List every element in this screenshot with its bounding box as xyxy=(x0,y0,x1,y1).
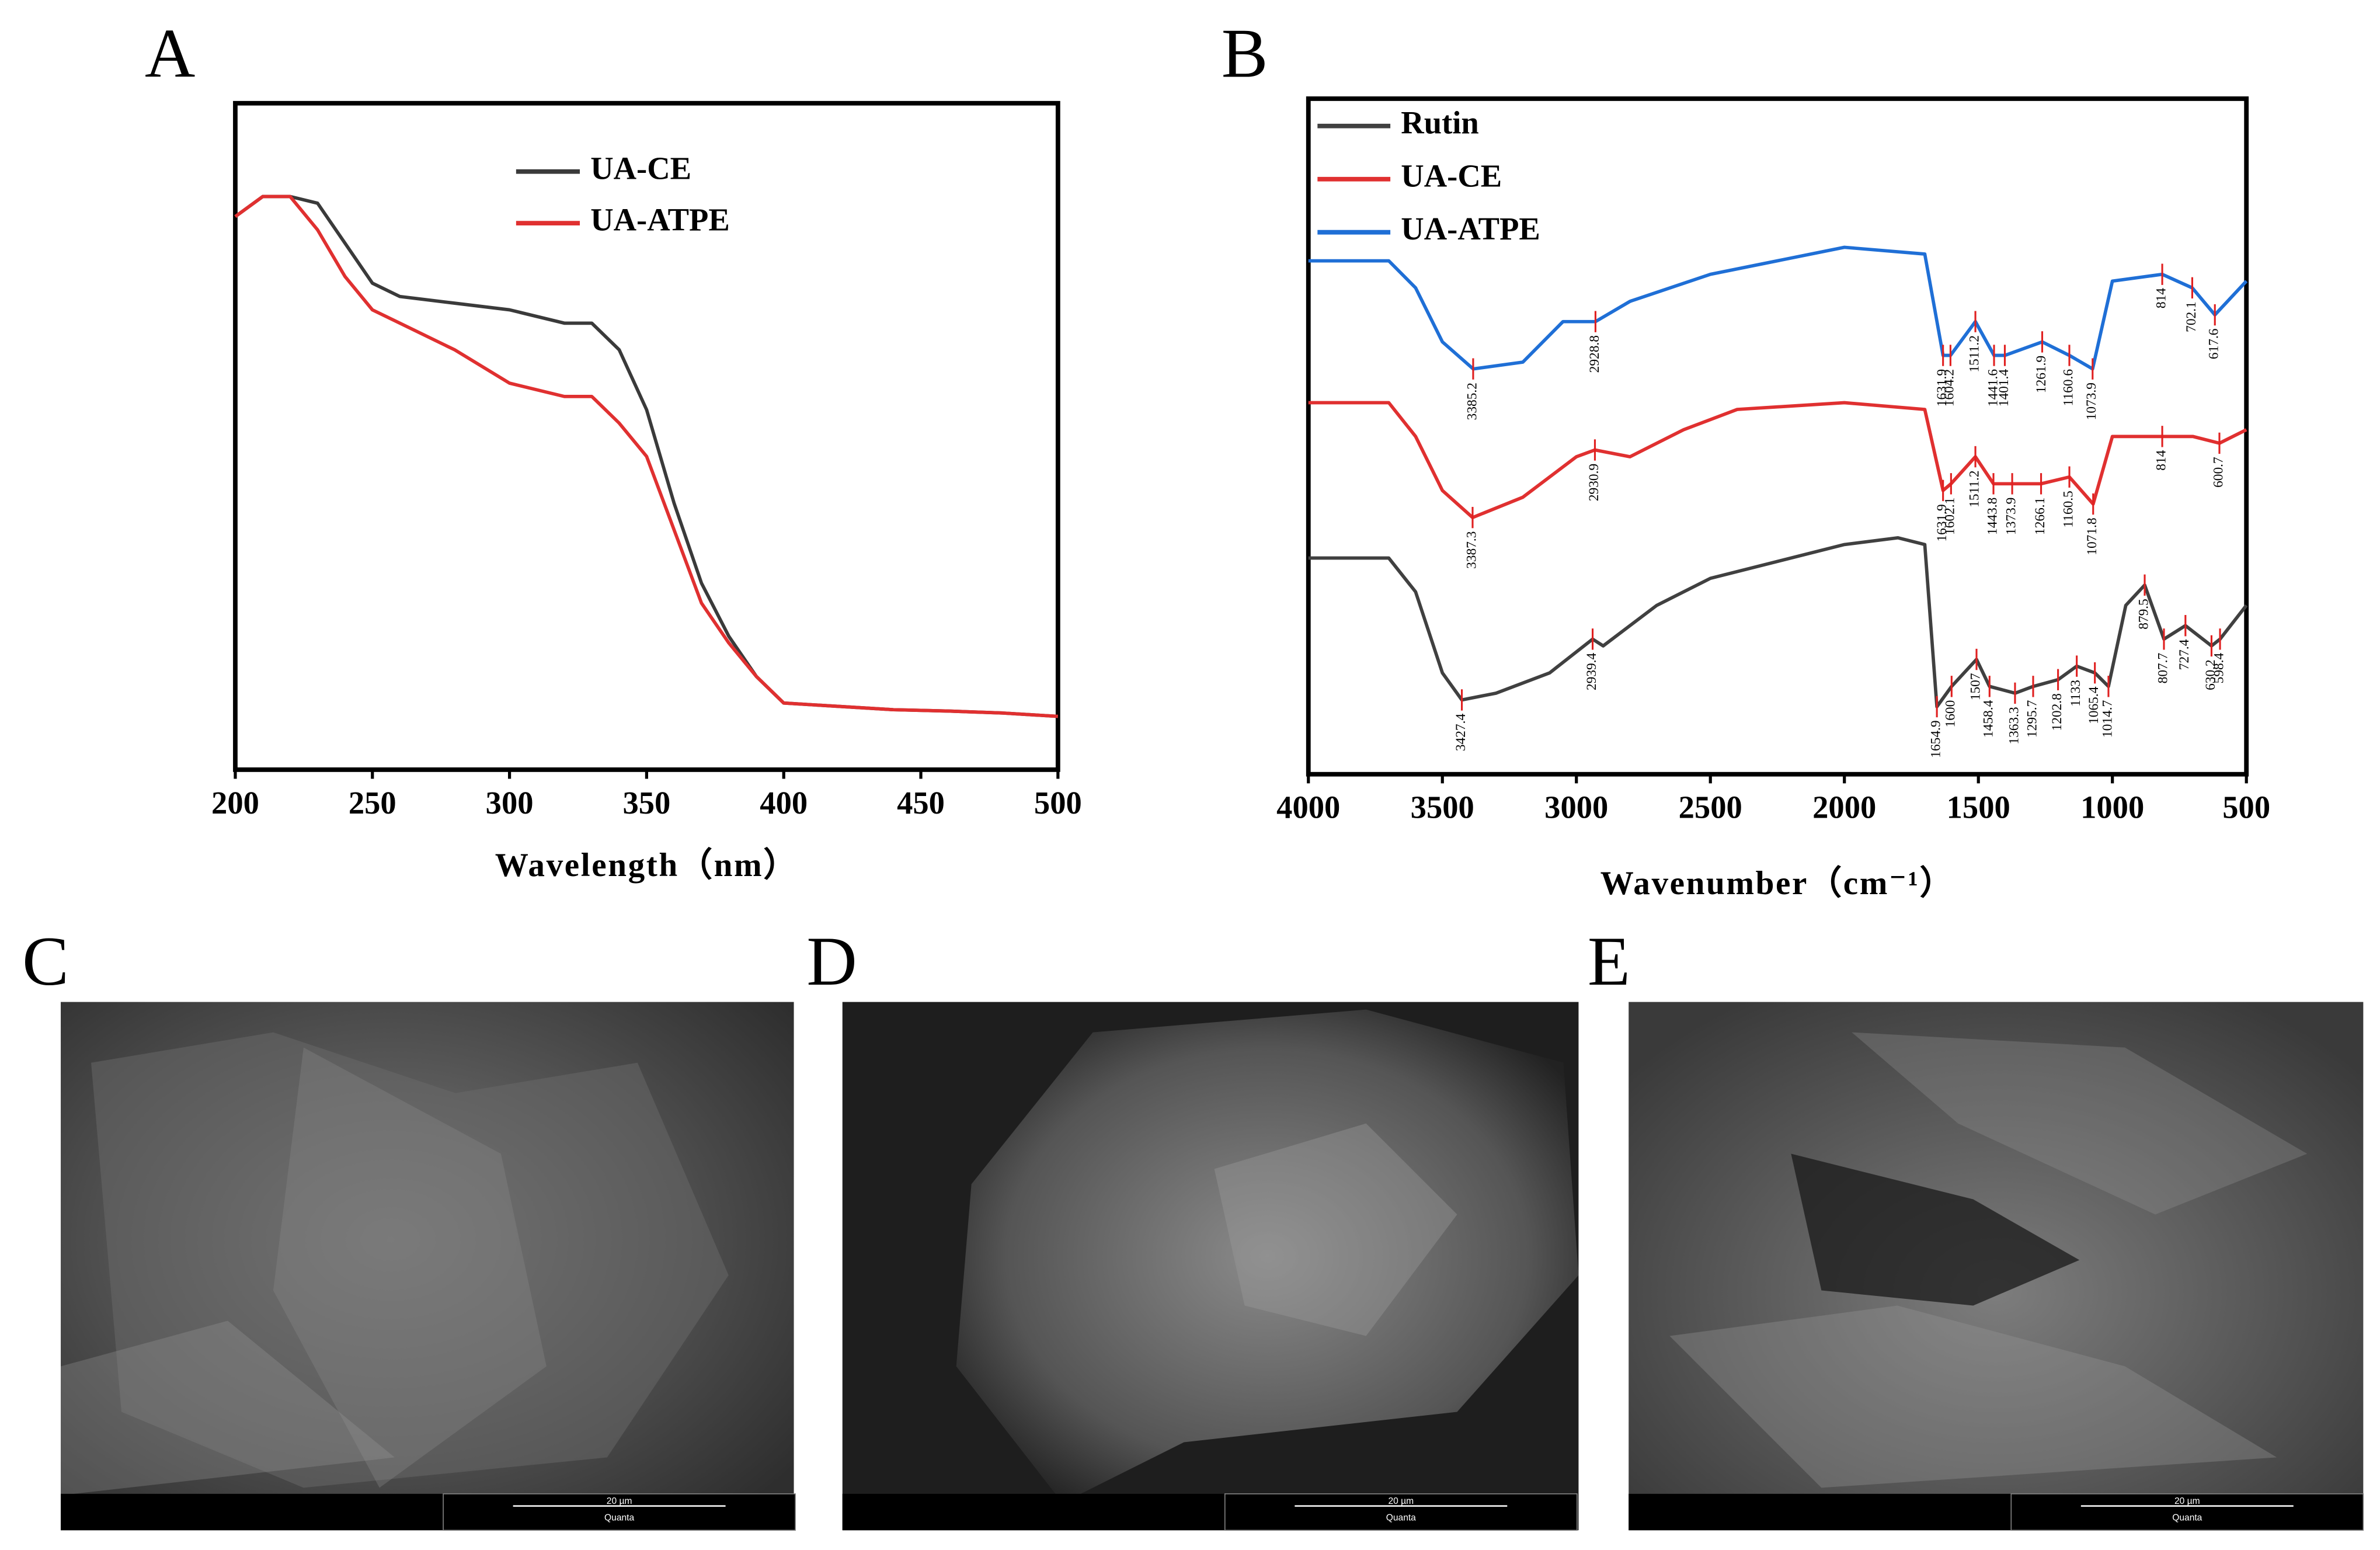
peak-label: 1363.3 xyxy=(2006,707,2021,744)
x-tick-label: 1000 xyxy=(2080,790,2144,825)
sem-caption: Quanta xyxy=(1386,1513,1416,1523)
legend-label: UA-ATPE xyxy=(1401,211,1540,246)
sem-caption: Quanta xyxy=(604,1513,634,1523)
series-line xyxy=(234,194,1059,718)
sem-info-bar xyxy=(1629,1493,2364,1531)
peak-label: 727.4 xyxy=(2177,639,2192,670)
x-tick-label: 200 xyxy=(211,785,259,821)
peak-label: 2939.4 xyxy=(1584,652,1599,690)
peak-label: 3427.4 xyxy=(1453,714,1469,752)
peak-label: 1507 xyxy=(1968,673,1983,700)
panel-label: D xyxy=(806,922,857,1000)
peak-label: 1401.4 xyxy=(1996,369,2012,407)
panel-label: C xyxy=(22,922,69,1000)
x-tick-label: 3000 xyxy=(1544,790,1608,825)
x-tick-label: 1500 xyxy=(1947,790,2010,825)
peak-label: 1441.6 xyxy=(1985,369,2000,406)
series-line xyxy=(1308,245,2248,371)
series-line xyxy=(1308,536,2248,708)
scale-bar-label: 20 µm xyxy=(1389,1496,1414,1506)
series-line xyxy=(1308,401,2247,519)
peak-label: 1160.5 xyxy=(2061,491,2076,527)
legend-label: UA-CE xyxy=(590,150,691,186)
x-tick-label: 2500 xyxy=(1679,790,1742,825)
peak-label: 1261.9 xyxy=(2034,356,2049,393)
peak-label: 1511.2 xyxy=(1967,470,1982,507)
sem-info-box xyxy=(2010,1493,2364,1531)
x-tick-label: 500 xyxy=(2222,790,2270,825)
sem-caption: Quanta xyxy=(2172,1513,2202,1523)
scale-bar-label: 20 µm xyxy=(607,1496,632,1506)
peak-label: 1014.7 xyxy=(2100,700,2115,738)
x-tick-label: 300 xyxy=(486,785,534,821)
peak-label: 1631.9 xyxy=(1934,504,1950,541)
x-tick-label: 4000 xyxy=(1276,790,1340,825)
x-axis-title: Wavenumber（cm⁻¹） xyxy=(1600,865,1955,902)
peak-label: 879.5 xyxy=(2136,599,2151,630)
peak-label: 814 xyxy=(2153,450,2169,470)
peak-label: 1631.9 xyxy=(1934,369,1950,406)
peak-label: 1071.8 xyxy=(2085,517,2100,555)
x-tick-label: 450 xyxy=(897,785,945,821)
legend-label: UA-ATPE xyxy=(590,202,730,238)
x-tick-label: 350 xyxy=(622,785,670,821)
sem-info-bar xyxy=(842,1493,1577,1531)
peak-label: 702.1 xyxy=(2184,301,2199,332)
peak-label: 1073.9 xyxy=(2084,383,2099,420)
panel-label: A xyxy=(145,14,195,92)
peak-label: 1600 xyxy=(1943,700,1958,728)
x-tick-label: 2000 xyxy=(1812,790,1876,825)
peak-label: 1160.6 xyxy=(2061,369,2076,406)
sem-image xyxy=(61,1002,794,1531)
peak-label: 1443.8 xyxy=(1985,498,2000,535)
peak-label: 1266.1 xyxy=(2033,498,2048,535)
peak-label: 1604.2 xyxy=(1942,369,1957,406)
peak-label: 1065.4 xyxy=(2086,686,2101,724)
peak-label: 814 xyxy=(2153,288,2169,308)
legend-label: Rutin xyxy=(1401,105,1478,140)
peak-label: 807.7 xyxy=(2155,652,2170,683)
legend-label: UA-CE xyxy=(1401,158,1502,193)
peak-label: 630.2 xyxy=(2203,659,2218,690)
x-axis-title: Wavelength（nm） xyxy=(495,847,798,884)
sem-image xyxy=(1629,1002,2364,1531)
x-tick-label: 500 xyxy=(1034,785,1082,821)
peak-label: 2928.8 xyxy=(1587,335,1602,373)
peak-label: 1202.8 xyxy=(2050,693,2065,731)
panel-label: B xyxy=(1222,14,1268,92)
peak-label: 617.6 xyxy=(2207,329,2222,360)
x-tick-label: 250 xyxy=(349,785,396,821)
peak-label: 1458.4 xyxy=(1981,700,1996,738)
panel-label: E xyxy=(1588,922,1630,1000)
peak-label: 1133 xyxy=(2068,680,2083,707)
peak-label: 598.4 xyxy=(2211,652,2226,683)
peak-label: 1295.7 xyxy=(2024,700,2040,738)
peak-label: 1373.9 xyxy=(2003,498,2019,535)
sem-image xyxy=(842,1002,1579,1531)
peak-label: 2930.9 xyxy=(1586,464,1602,501)
x-tick-label: 400 xyxy=(760,785,808,821)
scale-bar-label: 20 µm xyxy=(2174,1496,2200,1506)
peak-label: 3387.3 xyxy=(1464,531,1479,569)
sem-info-box xyxy=(1224,1493,1578,1531)
plot-frame xyxy=(1306,96,2249,777)
peak-label: 600.7 xyxy=(2211,457,2226,488)
x-tick-label: 3500 xyxy=(1411,790,1474,825)
peak-label: 1511.2 xyxy=(1967,335,1982,372)
peak-label: 3385.2 xyxy=(1464,383,1480,420)
peak-label: 1602.1 xyxy=(1943,498,1958,535)
sem-info-bar xyxy=(61,1493,796,1531)
sem-info-box xyxy=(443,1493,796,1531)
peak-label: 1654.9 xyxy=(1928,720,1943,757)
